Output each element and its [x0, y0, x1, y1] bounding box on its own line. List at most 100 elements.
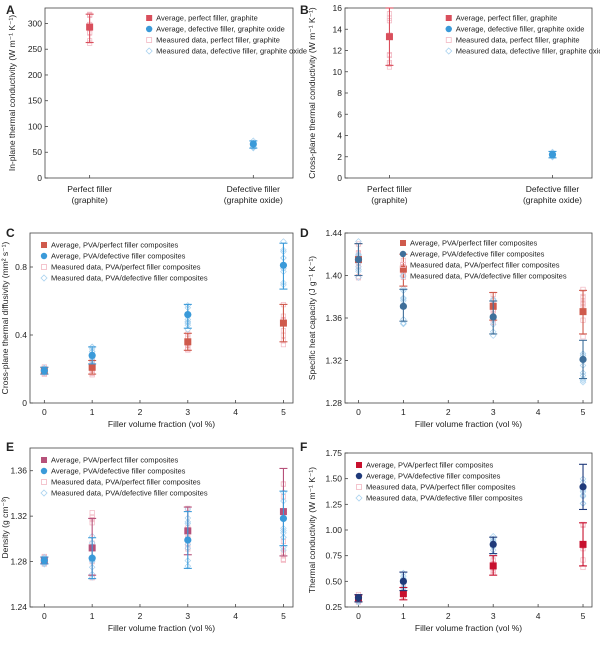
legend-swatch [356, 462, 362, 468]
y-tick-label: 300 [28, 18, 42, 28]
average-point [184, 311, 192, 319]
average-point [279, 514, 288, 523]
x-tick-label: 2 [138, 407, 143, 417]
panel-letter: E [6, 440, 14, 454]
measured-point [579, 377, 587, 384]
y-tick-label: 12 [333, 46, 343, 56]
legend-label: Average, PVA/defective filler composites [51, 467, 186, 476]
measured-point [280, 557, 286, 563]
measured-point [280, 556, 286, 562]
legend-label: Measured data, PVA/defective filler comp… [51, 274, 208, 283]
x-tick-label: 4 [233, 407, 238, 417]
legend-label: Average, PVA/perfect filler composites [366, 461, 494, 470]
panel-letter: F [300, 440, 307, 454]
average-point [399, 265, 407, 273]
legend-label: Measured data, PVA/perfect filler compos… [410, 261, 560, 270]
x-axis-label: Filler volume fraction (vol %) [415, 623, 522, 633]
y-axis-label: Cross-plane thermal conductivity (W m⁻¹ … [307, 7, 317, 179]
y-tick-label: 1.32 [325, 356, 342, 366]
x-tick-label: 4 [536, 611, 541, 621]
legend-swatch [41, 264, 47, 270]
x-tick-label: 3 [185, 407, 190, 417]
legend-swatch [355, 494, 363, 502]
measured-point [489, 328, 497, 336]
panel-f: F 0.25 0.50 0.75 1.00 1.25 1.50 1.75 Thermal con… [300, 440, 593, 633]
legend-swatch [445, 47, 453, 55]
legend-swatch [40, 489, 48, 497]
x-tick-label: 1 [90, 611, 95, 621]
average-point [489, 562, 497, 570]
average-point [489, 540, 497, 548]
y-tick-label: 100 [28, 121, 42, 131]
y-tick-label: 1.24 [10, 602, 27, 612]
average-point [548, 151, 557, 159]
x-tick-label: 2 [138, 611, 143, 621]
average-point [40, 367, 48, 375]
legend-label: Measured data, PVA/defective filler comp… [410, 272, 567, 281]
legend-label: Average, defective filler, graphite oxid… [156, 25, 285, 34]
measured-point [579, 378, 587, 386]
y-tick-label: 200 [28, 70, 42, 80]
x-category-label: Perfect filler [367, 184, 412, 194]
average-point [184, 338, 192, 346]
average-point [88, 363, 96, 371]
y-axis-label: Cross-plane thermal diffusivity (mm² s⁻¹… [0, 242, 10, 395]
panel-e: E 1.24 1.28 1.32 1.36 Density (g cm⁻³) 0 1 2 3 4 5 F… [0, 440, 294, 633]
y-tick-label: 14 [333, 24, 343, 34]
y-tick-label: 0.75 [325, 551, 342, 561]
legend-label: Measured data, perfect filler, graphite [456, 36, 580, 45]
y-tick-label: 0.25 [325, 602, 342, 612]
average-point [184, 536, 192, 544]
y-tick-label: 6 [337, 109, 342, 119]
x-tick-label: 2 [446, 611, 451, 621]
panel-a: A 0 50 100 150 200 250 300 In-plane thermal cond… [6, 3, 307, 205]
legend-swatch [146, 37, 153, 43]
average-point [579, 308, 587, 316]
legend: Average, PVA/perfect filler composites Av… [355, 461, 523, 503]
legend-label: Average, PVA/perfect filler composites [51, 241, 179, 250]
y-tick-label: 1.00 [325, 525, 342, 535]
y-tick-label: 1.75 [325, 448, 342, 458]
x-category-label: Perfect filler [67, 184, 112, 194]
measured-point [280, 556, 286, 562]
measured-point [355, 598, 362, 606]
x-tick-label: 5 [281, 611, 286, 621]
x-category-label: (graphite) [371, 195, 408, 205]
y-tick-label: 1.40 [325, 271, 342, 281]
panel-letter: A [6, 3, 15, 17]
measured-point [489, 332, 497, 339]
plot-frame [29, 232, 294, 404]
legend-swatch [41, 479, 47, 485]
legend-swatch [445, 15, 452, 21]
measured-point [400, 316, 407, 323]
average-point [579, 540, 587, 548]
y-tick-label: 250 [28, 44, 42, 54]
legend: Average, PVA/perfect filler composites Av… [40, 456, 208, 498]
legend-swatch [399, 250, 407, 258]
panel-c: C 0 0.4 0.8 Cross-plane thermal diffusivity … [0, 226, 294, 429]
legend-swatch [399, 272, 407, 280]
average-point [279, 261, 288, 269]
legend: Average, perfect filler, graphite Average… [145, 14, 307, 56]
y-tick-label: 1.28 [325, 398, 342, 408]
y-tick-label: 16 [333, 3, 343, 13]
measured-point [88, 574, 96, 581]
legend-label: Average, perfect filler, graphite [156, 14, 258, 23]
average-point [88, 554, 96, 562]
y-tick-label: 1.32 [10, 511, 27, 521]
y-tick-label: 0.8 [15, 262, 27, 272]
legend-swatch [355, 472, 363, 480]
x-tick-label: 0 [42, 611, 47, 621]
average-point [579, 483, 587, 491]
y-tick-label: 1.28 [10, 557, 27, 567]
legend-label: Average, perfect filler, graphite [456, 14, 558, 23]
y-tick-label: 8 [337, 88, 342, 98]
legend-label: Measured data, PVA/perfect filler compos… [51, 478, 201, 487]
measured-point [280, 342, 286, 348]
x-axis-label: Filler volume fraction (vol %) [108, 623, 215, 633]
legend-swatch [445, 25, 452, 33]
legend-label: Average, defective filler, graphite oxid… [456, 25, 585, 34]
y-tick-label: 1.36 [325, 313, 342, 323]
x-category-label: Defective filler [526, 184, 580, 194]
